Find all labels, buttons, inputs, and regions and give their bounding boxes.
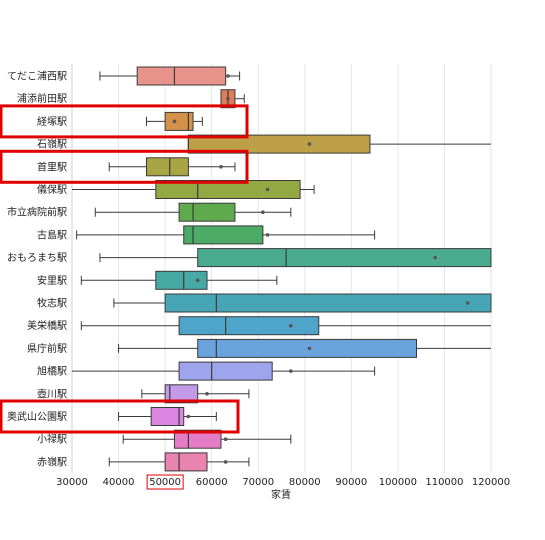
mean-point [307, 142, 312, 146]
box-iqr [178, 361, 273, 381]
box-iqr [178, 316, 320, 336]
box-iqr [150, 407, 185, 426]
mean-point [205, 392, 209, 396]
x-tick-label: 70000 [242, 477, 274, 488]
y-tick-label: てだこ浦西駅 [7, 70, 67, 83]
highlight-boxes [0, 104, 249, 490]
box-11 [113, 293, 492, 313]
y-tick-label: おもろまち駅 [7, 252, 67, 264]
y-tick-label: 小禄駅 [37, 433, 67, 446]
mean-point [223, 437, 228, 442]
box-iqr [145, 157, 189, 177]
y-tick-label: 経塚駅 [37, 115, 67, 128]
box-iqr [164, 293, 492, 313]
box-12 [80, 316, 491, 336]
mean-point [465, 301, 470, 305]
highlight-box [0, 104, 249, 139]
box-15 [141, 384, 250, 404]
mean-point [307, 346, 312, 351]
y-tick-label: 旭橋駅 [37, 365, 67, 378]
y-tick-label: 浦添前田駅 [17, 92, 67, 105]
box-10 [80, 270, 278, 290]
x-tick-label: 120000 [472, 477, 510, 488]
y-tick-label: 牧志駅 [37, 297, 67, 310]
y-tick-label: 美栄橋駅 [27, 319, 67, 332]
box-iqr [155, 270, 208, 290]
box-iqr [178, 202, 236, 222]
box-iqr [197, 248, 492, 268]
y-tick-label: 県庁前駅 [27, 342, 67, 355]
box-6 [72, 180, 315, 199]
y-tick-label: 石嶺駅 [37, 139, 67, 151]
mean-point [223, 460, 228, 464]
x-tick-label: 100000 [379, 477, 417, 488]
box-13 [118, 338, 491, 358]
box-14 [72, 361, 376, 381]
plot-area [72, 64, 491, 473]
box-9 [99, 248, 492, 268]
mean-point [289, 369, 293, 373]
box-7 [94, 202, 292, 222]
box-2 [220, 89, 245, 109]
x-tick-label: 110000 [425, 477, 463, 488]
grid-lines [71, 64, 492, 473]
highlight-box [0, 399, 240, 434]
mean-point [289, 323, 293, 328]
box-17 [122, 429, 292, 449]
y-tick-label: 市立病院前駅 [7, 206, 67, 219]
box-3 [145, 111, 203, 131]
mean-point [433, 255, 437, 260]
box-5 [108, 157, 236, 177]
box-iqr [164, 384, 199, 404]
x-tick-label: 80000 [289, 477, 321, 488]
box-iqr [173, 429, 222, 449]
box-18 [108, 452, 250, 472]
box-plot-series [72, 66, 492, 472]
box-iqr [164, 452, 208, 472]
mean-point [186, 414, 191, 419]
y-tick-label: 赤嶺駅 [37, 456, 67, 468]
x-tick-label: 40000 [103, 477, 135, 488]
y-tick-label: 奥武山公園駅 [7, 410, 67, 423]
y-tick-label: 壺川駅 [37, 388, 67, 400]
y-tick-label: 古島駅 [37, 228, 67, 241]
mean-point [226, 96, 230, 101]
box-iqr [197, 338, 418, 358]
y-tick-label: 安里駅 [37, 274, 67, 287]
box-iqr [136, 66, 227, 86]
box-iqr [164, 111, 194, 131]
mean-point [265, 233, 270, 237]
y-axis-labels: てだこ浦西駅浦添前田駅経塚駅石嶺駅首里駅儀保駅市立病院前駅古島駅おもろまち駅安里… [7, 70, 67, 469]
x-axis-title: 家賃 [271, 488, 291, 501]
mean-point [226, 74, 230, 78]
x-tick-label: 60000 [196, 477, 228, 488]
highlight-tick-box [146, 474, 184, 490]
mean-point [219, 165, 223, 169]
box-8 [76, 225, 376, 245]
mean-point [261, 210, 265, 214]
box-1 [99, 66, 241, 86]
highlight-box [0, 149, 249, 184]
x-tick-label: 90000 [335, 477, 367, 488]
box-iqr [155, 180, 301, 199]
mean-point [265, 187, 270, 192]
y-tick-label: 首里駅 [37, 160, 67, 173]
x-axis-labels: 30000 40000 50000 60000 70000 80000 90000 10000… [56, 477, 510, 488]
box-16 [118, 407, 217, 426]
mean-point [172, 119, 177, 124]
y-tick-label: 儀保駅 [37, 183, 67, 196]
mean-point [195, 278, 200, 283]
x-tick-label: 50000 [149, 477, 181, 488]
x-tick-label: 30000 [56, 477, 88, 488]
box-iqr [183, 225, 264, 245]
